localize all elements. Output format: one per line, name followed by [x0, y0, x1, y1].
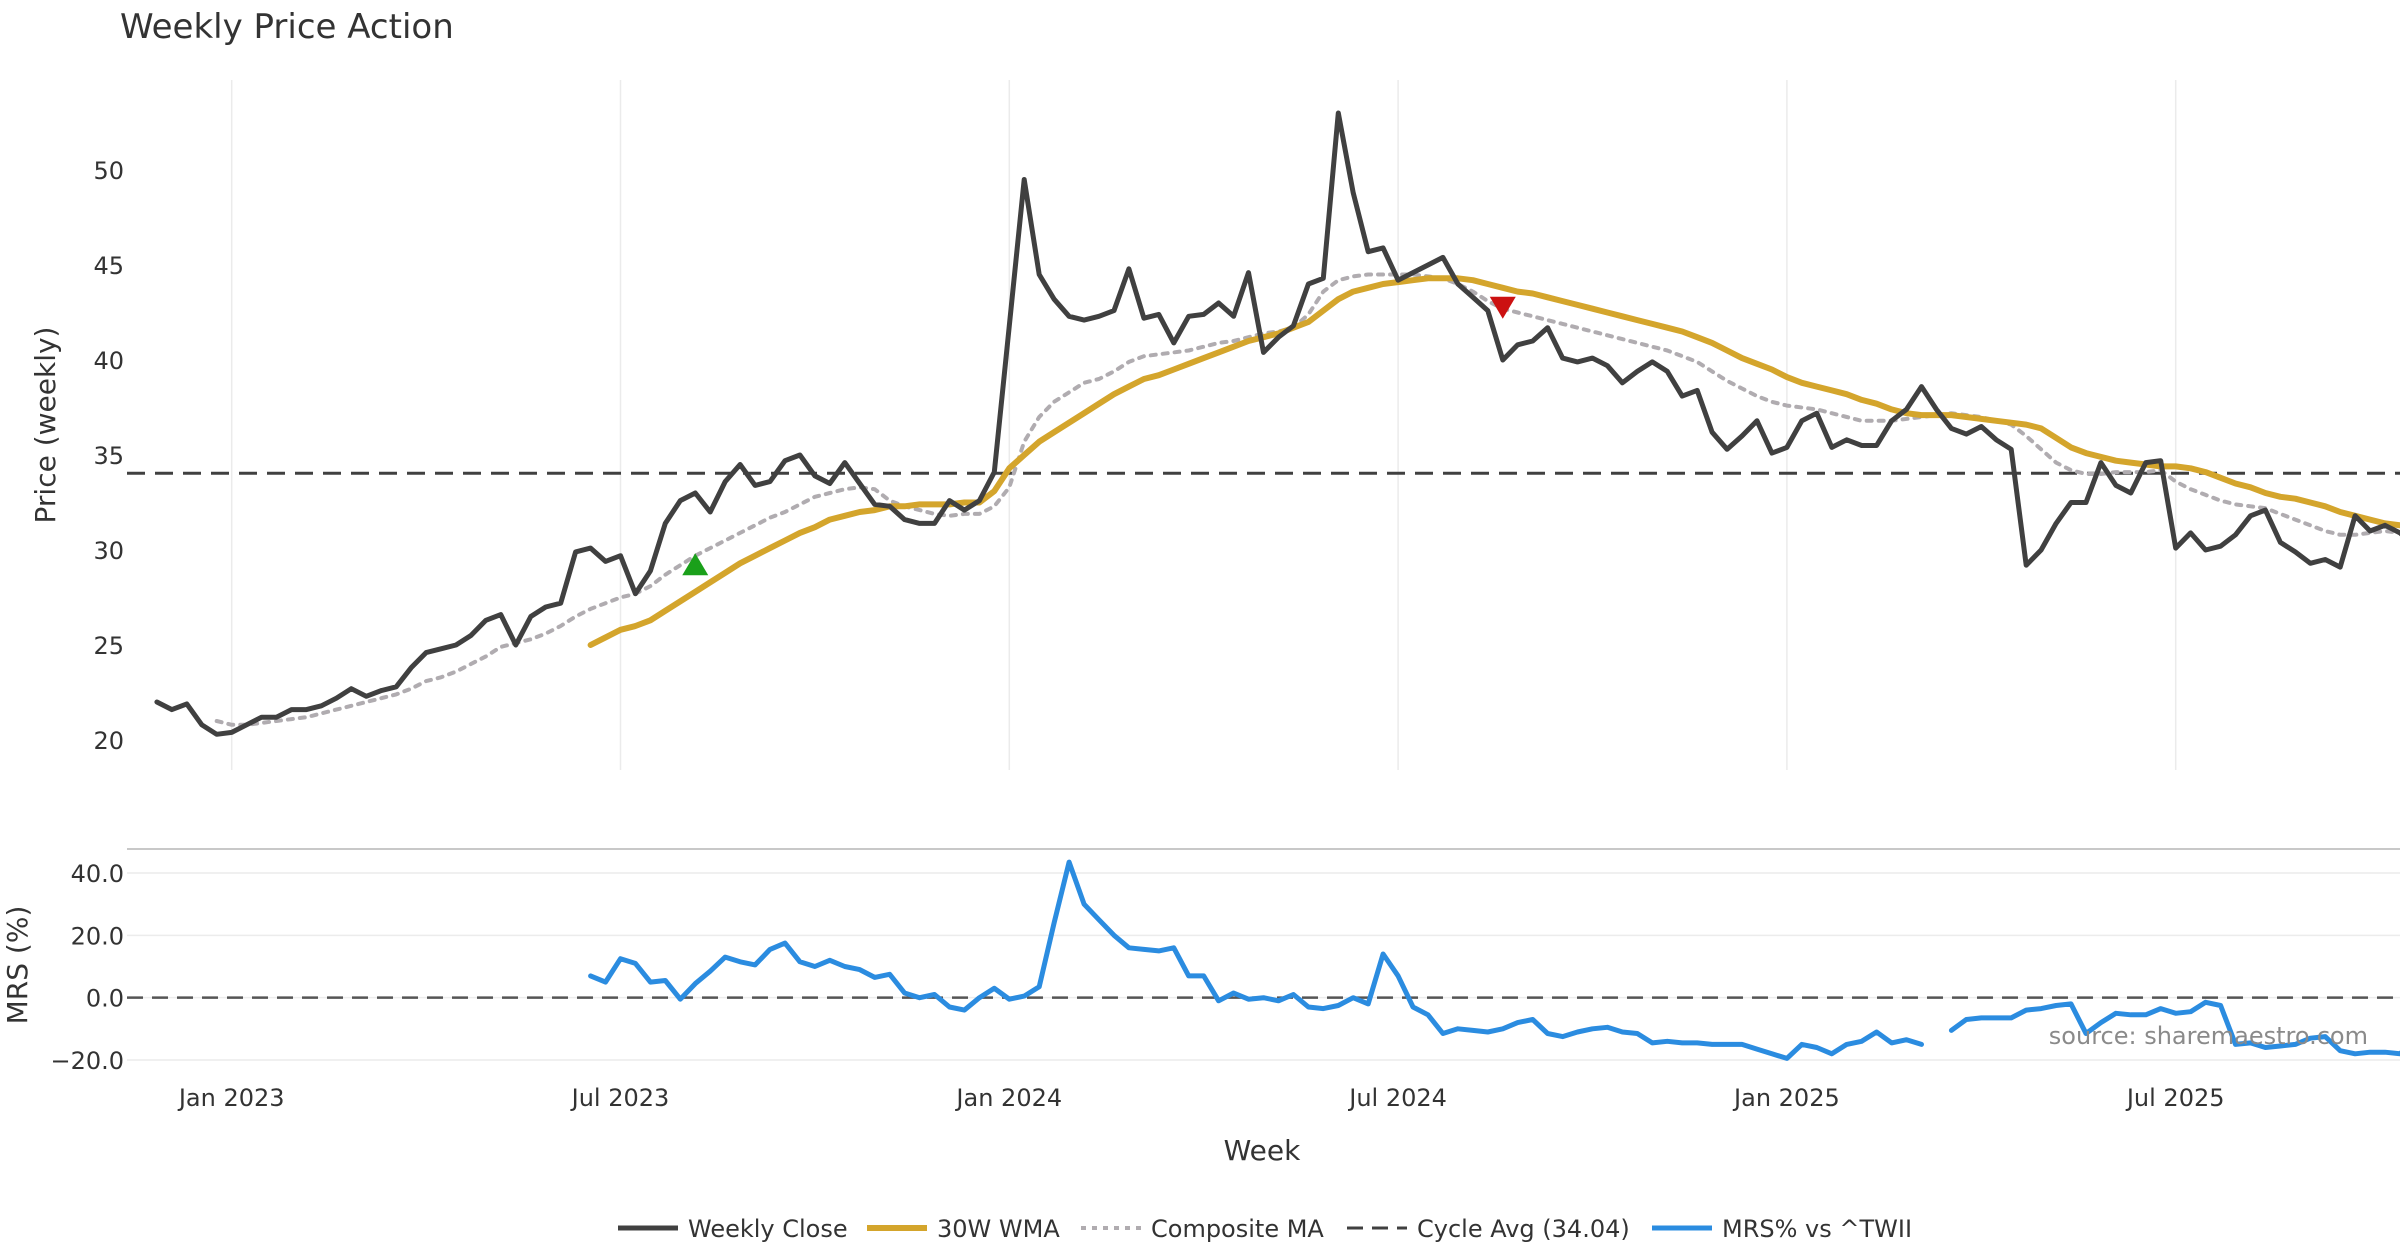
price-y-tick-label: 30 [93, 537, 124, 565]
signal-markers [682, 296, 1516, 576]
x-tick-label: Jul 2025 [2125, 1084, 2225, 1112]
price-axis-title: Price (weekly) [29, 327, 62, 524]
legend-label-composite: Composite MA [1151, 1215, 1324, 1243]
legend-label-wma: 30W WMA [937, 1215, 1060, 1243]
mrs-y-axis: −20.0 0.0 20.0 40.0 [50, 860, 124, 1075]
x-tick-label: Jan 2023 [177, 1084, 285, 1112]
price-y-tick-label: 20 [93, 727, 124, 755]
composite-ma-line [214, 272, 2400, 727]
price-y-axis: 20 25 30 35 40 45 50 [93, 157, 124, 755]
mrs-line-segment [1948, 999, 2400, 1057]
legend-label-close: Weekly Close [688, 1215, 848, 1243]
source-credit: source: sharemaestro.com [2049, 1022, 2368, 1050]
x-tick-label: Jul 2023 [570, 1084, 670, 1112]
mrs-y-tick-label: −20.0 [50, 1047, 124, 1075]
mrs-y-tick-label: 40.0 [71, 860, 124, 888]
mrs-y-tick-label: 20.0 [71, 922, 124, 950]
buy-signal-marker [682, 553, 709, 576]
x-axis: Jan 2023 Jul 2023 Jan 2024 Jul 2024 Jan 2025… [177, 1084, 2225, 1112]
x-tick-label: Jan 2024 [954, 1084, 1062, 1112]
legend-label-cycle: Cycle Avg (34.04) [1417, 1215, 1630, 1243]
price-y-tick-label: 50 [93, 157, 124, 185]
x-axis-title: Week [1224, 1134, 1301, 1167]
chart-title: Weekly Price Action [120, 7, 454, 47]
x-tick-label: Jul 2024 [1347, 1084, 1447, 1112]
mrs-grid [127, 872, 2400, 1061]
x-tick-label: Jan 2025 [1732, 1084, 1840, 1112]
price-y-tick-label: 40 [93, 347, 124, 375]
wma-30w-line [587, 275, 2400, 648]
legend: Weekly Close 30W WMA Composite MA Cycle Avg… [618, 1215, 1912, 1243]
price-y-tick-label: 45 [93, 252, 124, 280]
price-y-tick-label: 25 [93, 632, 124, 660]
mrs-series [588, 859, 2400, 1061]
legend-label-mrs: MRS% vs ^TWII [1722, 1215, 1912, 1243]
mrs-line-segment [588, 859, 1924, 1061]
price-y-tick-label: 35 [93, 442, 124, 470]
weekly-close-line [154, 110, 2400, 737]
sell-signal-marker [1489, 296, 1516, 319]
price-grid [230, 80, 2177, 770]
mrs-y-tick-label: 0.0 [86, 985, 124, 1013]
mrs-axis-title: MRS (%) [1, 906, 34, 1025]
